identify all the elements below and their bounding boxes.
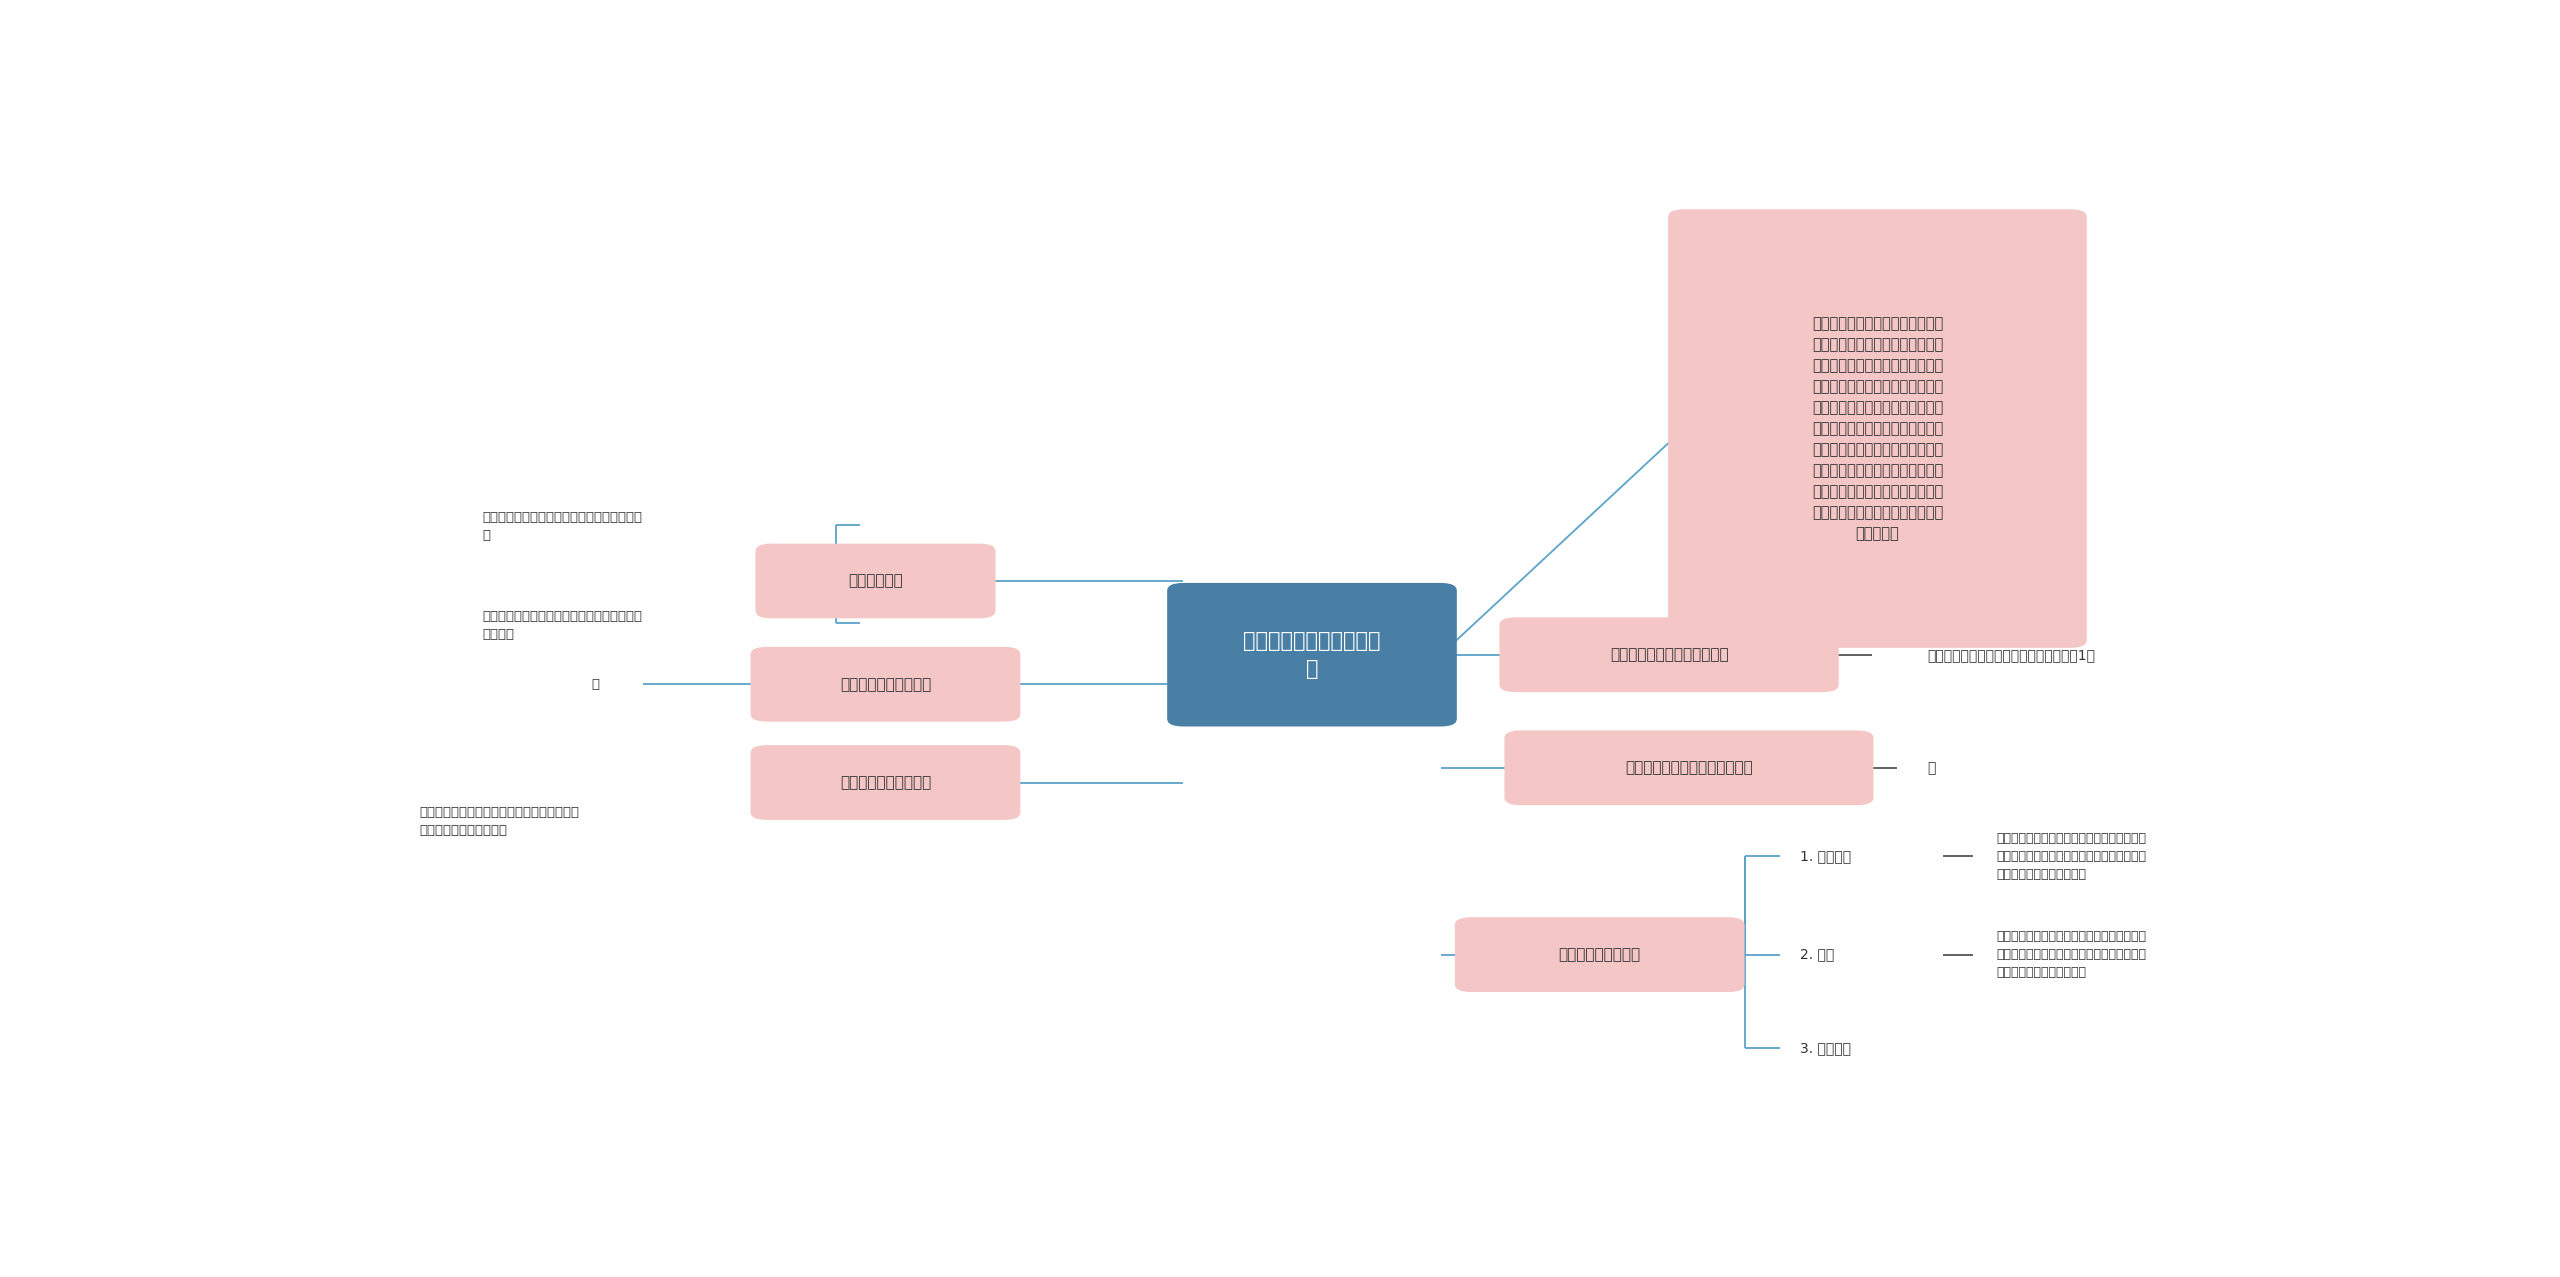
- Text: 无: 无: [591, 678, 599, 691]
- Text: 1. 受理审核: 1. 受理审核: [1800, 849, 1851, 863]
- Text: 纳税人提供资料齐全，受理纳税人的申请；纸
质资料不全或者填写有误的，应当场一次性告
知纳税人补正或重新填报。: 纳税人提供资料齐全，受理纳税人的申请；纸 质资料不全或者填写有误的，应当场一次性…: [1997, 831, 2145, 881]
- Text: 在系统录入《邮寄（数据电文）申报申请核准
表》信息，核准纳税人的申报方式，制作《税
务事项通知书》交纳税人。: 在系统录入《邮寄（数据电文）申报申请核准 表》信息，核准纳税人的申报方式，制作《…: [1997, 930, 2145, 979]
- Text: 《中华人民共和国税收征收管理法实施细则》
第三十条: 《中华人民共和国税收征收管理法实施细则》 第三十条: [484, 609, 643, 641]
- Text: 五、纳税人办理业务的时限要求: 五、纳税人办理业务的时限要求: [1626, 760, 1754, 775]
- Text: 二、法律依据: 二、法律依据: [847, 573, 904, 589]
- Text: 《中华人民共和国税收征收管理法》第二十六
条: 《中华人民共和国税收征收管理法》第二十六 条: [484, 511, 643, 543]
- FancyBboxPatch shape: [750, 647, 1021, 722]
- Text: 提供资料完整、填写内容准确、各项手续齐全
，符合条件的当场办结。: 提供资料完整、填写内容准确、各项手续齐全 ，符合条件的当场办结。: [420, 806, 579, 838]
- Text: 六、税务机关承诺时限: 六、税务机关承诺时限: [840, 775, 932, 790]
- FancyBboxPatch shape: [1454, 917, 1743, 992]
- FancyBboxPatch shape: [1500, 617, 1838, 692]
- FancyBboxPatch shape: [1167, 582, 1457, 727]
- Text: 纳税人、扣缴义务人可以直接到税
务机关办理纳税申报或者报送代扣
代缴、代收代缴税款报告表，也可
以按照规定采取邮寄、数据电文或
者其他方式办理上述申报、报送事
: 纳税人、扣缴义务人可以直接到税 务机关办理纳税申报或者报送代扣 代缴、代收代缴税…: [1812, 317, 1943, 541]
- FancyBboxPatch shape: [750, 746, 1021, 820]
- Text: 七、工作标准和要求: 七、工作标准和要求: [1559, 948, 1641, 962]
- Text: 3. 资料归档: 3. 资料归档: [1800, 1041, 1851, 1055]
- Text: 2. 核准: 2. 核准: [1800, 948, 1836, 962]
- Text: 无: 无: [1928, 761, 1935, 775]
- Text: 四、纳税人应提供资料: 四、纳税人应提供资料: [840, 677, 932, 692]
- FancyBboxPatch shape: [755, 544, 996, 618]
- Text: 《邮寄（数据电文）申报申请核准表》，1份: 《邮寄（数据电文）申报申请核准表》，1份: [1928, 647, 2094, 661]
- Text: 纳税申报方式核定审批指
南: 纳税申报方式核定审批指 南: [1244, 631, 1380, 678]
- FancyBboxPatch shape: [1669, 209, 2086, 647]
- Text: 三、纳税人应提供主表、份数: 三、纳税人应提供主表、份数: [1610, 647, 1728, 663]
- FancyBboxPatch shape: [1505, 730, 1874, 806]
